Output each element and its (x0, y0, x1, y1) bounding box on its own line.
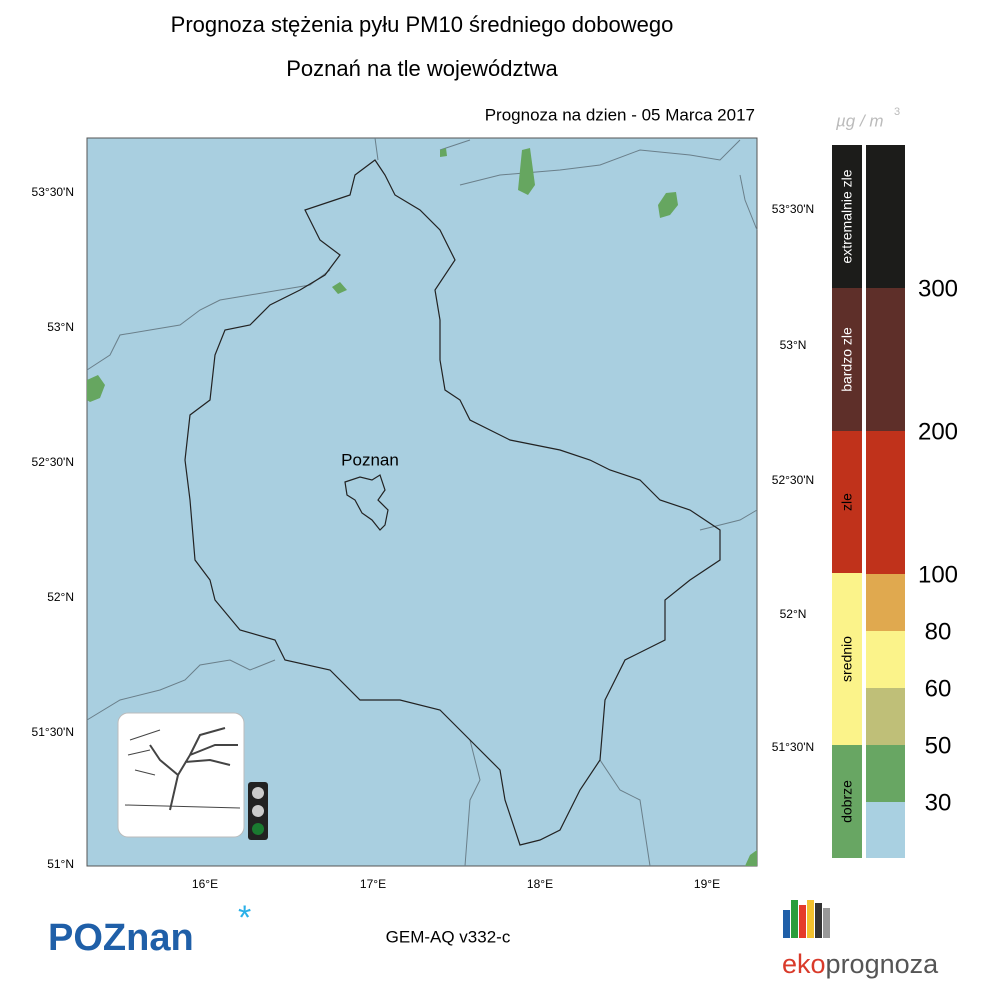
level-band (866, 431, 905, 574)
threshold-label: 200 (918, 418, 958, 445)
province-border (184, 159, 721, 846)
threshold-label: 50 (925, 732, 952, 759)
lon-label: 18°E (527, 877, 553, 891)
city-label: Poznan (341, 450, 399, 469)
forecast-date: Prognoza na dzien - 05 Marca 2017 (485, 105, 755, 124)
subtitle: Poznań na tle województwa (286, 56, 558, 81)
title: Prognoza stężenia pyłu PM10 średniego do… (171, 12, 674, 37)
category-band (832, 573, 862, 745)
category-label: dobrze (839, 780, 855, 823)
lat-label: 52°30'N (32, 455, 74, 469)
lat-label: 53°N (780, 338, 807, 352)
threshold-label: 300 (918, 275, 958, 302)
ekoprognoza-bars (783, 900, 830, 938)
lat-label: 52°N (47, 590, 74, 604)
model-label: GEM-AQ v332-c (386, 927, 511, 946)
light-on (252, 823, 264, 835)
category-band (832, 288, 862, 431)
threshold-label: 80 (925, 618, 952, 645)
lat-label: 51°N (47, 857, 74, 871)
category-label: bardzo zle (839, 327, 855, 392)
category-band (832, 145, 862, 288)
category-band (832, 745, 862, 858)
light-off (252, 787, 264, 799)
level-band (866, 288, 905, 431)
lon-label: 19°E (694, 877, 720, 891)
level-band (866, 631, 905, 688)
level-band (866, 802, 905, 858)
level-band (866, 145, 905, 288)
tree-drawing (124, 727, 241, 811)
lon-label: 16°E (192, 877, 218, 891)
threshold-label: 30 (925, 789, 952, 816)
light-off (252, 805, 264, 817)
other-borders (86, 137, 758, 867)
lat-label: 52°N (780, 607, 807, 621)
poznan-logo: POZnan (48, 917, 194, 959)
lat-label: 53°30'N (772, 202, 814, 216)
category-label: extremalnie zle (839, 169, 855, 263)
unit-exponent: 3 (894, 106, 900, 118)
threshold-label: 60 (925, 675, 952, 702)
level-band (866, 574, 905, 631)
level-band (866, 688, 905, 745)
city-border (344, 474, 389, 531)
lat-label: 52°30'N (772, 473, 814, 487)
lon-label: 17°E (360, 877, 386, 891)
lat-label: 51°30'N (32, 725, 74, 739)
lat-label: 53°N (47, 320, 74, 334)
category-band (832, 431, 862, 573)
threshold-label: 100 (918, 561, 958, 588)
weather-icon (117, 712, 245, 838)
logo-right: ekoprognoza (782, 949, 939, 979)
logo-eko: eko (782, 949, 826, 979)
lat-label: 51°30'N (772, 740, 814, 754)
green-patches (87, 148, 757, 866)
category-label: srednio (839, 636, 855, 682)
lat-label: 53°30'N (32, 185, 74, 199)
logo-asterisk: * (238, 899, 251, 937)
category-label: zle (839, 493, 855, 511)
logo-prognoza: prognoza (826, 949, 940, 979)
level-band (866, 745, 905, 802)
unit-label: µg / m (835, 111, 884, 130)
